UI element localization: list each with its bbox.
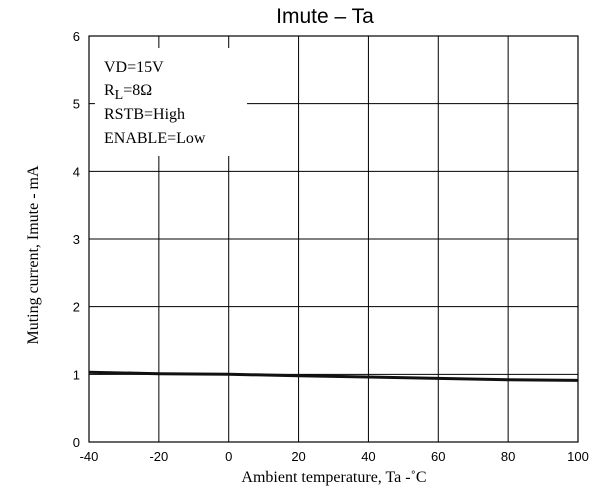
condition-rl-subscript: L — [115, 88, 124, 103]
x-tick-label: -20 — [149, 449, 168, 464]
condition-enable: ENABLE=Low — [104, 130, 206, 147]
x-tick-label: 80 — [501, 449, 515, 464]
y-tick-label: 5 — [73, 97, 80, 112]
x-tick-label: 60 — [431, 449, 445, 464]
x-axis-label: Ambient temperature, Ta -˚C — [241, 469, 426, 486]
y-tick-label: 2 — [73, 300, 80, 315]
series-group — [88, 370, 579, 382]
condition-rstb: RSTB=High — [104, 106, 185, 123]
y-tick-label: 1 — [73, 367, 80, 382]
y-tick-label: 3 — [73, 232, 80, 247]
y-tick-label: 6 — [73, 29, 80, 44]
legend-box — [95, 48, 247, 156]
y-tick-label: 4 — [73, 164, 80, 179]
chart-title: Imute – Ta — [276, 5, 374, 28]
plot-frame — [88, 35, 579, 443]
condition-rl-main: R — [104, 82, 115, 99]
y-tick-label: 0 — [73, 435, 80, 450]
condition-rl-value: =8Ω — [123, 82, 152, 99]
x-tick-label: 0 — [225, 449, 232, 464]
x-tick-label: 100 — [567, 449, 589, 464]
series-line — [88, 370, 579, 382]
x-tick-label: 40 — [361, 449, 375, 464]
y-axis-label: Muting current, Imute - mA — [25, 165, 42, 345]
y-tick-labels: 0 1 2 3 4 5 6 — [73, 29, 80, 450]
condition-rl: RL=8Ω — [104, 82, 152, 103]
grid-lines — [88, 35, 579, 443]
condition-vd: VD=15V — [104, 59, 164, 76]
x-tick-label: -40 — [80, 449, 99, 464]
x-tick-label: 20 — [291, 449, 305, 464]
x-tick-labels: -40 -20 0 20 40 60 80 100 — [80, 449, 589, 464]
